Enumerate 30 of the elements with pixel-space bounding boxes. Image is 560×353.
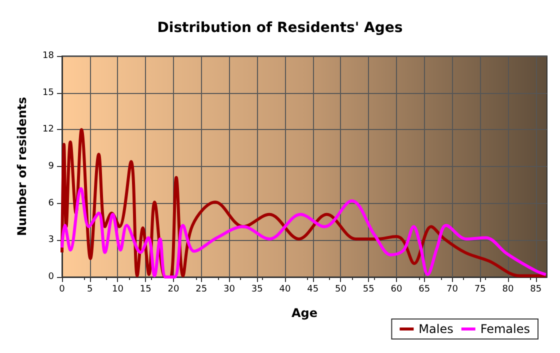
y-tick-label: 6: [48, 198, 54, 208]
x-tick-label: 20: [168, 284, 180, 294]
x-tick-label: 30: [224, 284, 236, 294]
y-tick-label: 12: [42, 124, 54, 135]
x-tick-label: 10: [112, 284, 124, 294]
x-tick-label: 15: [140, 284, 152, 294]
x-tick-label: 70: [446, 284, 458, 294]
x-tick-label: 40: [279, 284, 291, 294]
x-tick-label: 75: [474, 284, 486, 294]
x-tick-label: 45: [307, 284, 319, 294]
x-tick-label: 65: [418, 284, 430, 294]
y-tick-label: 15: [42, 88, 54, 98]
x-axis-title: Age: [291, 306, 318, 320]
y-tick-label: 0: [48, 272, 54, 282]
x-tick-label: 80: [502, 284, 514, 294]
chart-title: Distribution of Residents' Ages: [157, 20, 403, 36]
y-axis-title: Number of residents: [15, 96, 29, 236]
x-tick-label: 5: [87, 284, 93, 294]
x-tick-label: 55: [362, 284, 374, 294]
x-tick-label: 35: [251, 284, 263, 294]
y-tick-label: 18: [42, 51, 54, 61]
y-tick-label: 9: [48, 162, 54, 172]
x-tick-label: 60: [390, 284, 402, 294]
legend-label: Females: [480, 322, 530, 336]
x-tick-label: 0: [59, 284, 66, 294]
x-tick-label: 50: [335, 284, 347, 294]
legend-label: Males: [418, 322, 454, 336]
x-tick-label: 85: [530, 284, 542, 294]
x-tick-label: 25: [196, 284, 208, 294]
y-tick-label: 3: [48, 235, 54, 246]
